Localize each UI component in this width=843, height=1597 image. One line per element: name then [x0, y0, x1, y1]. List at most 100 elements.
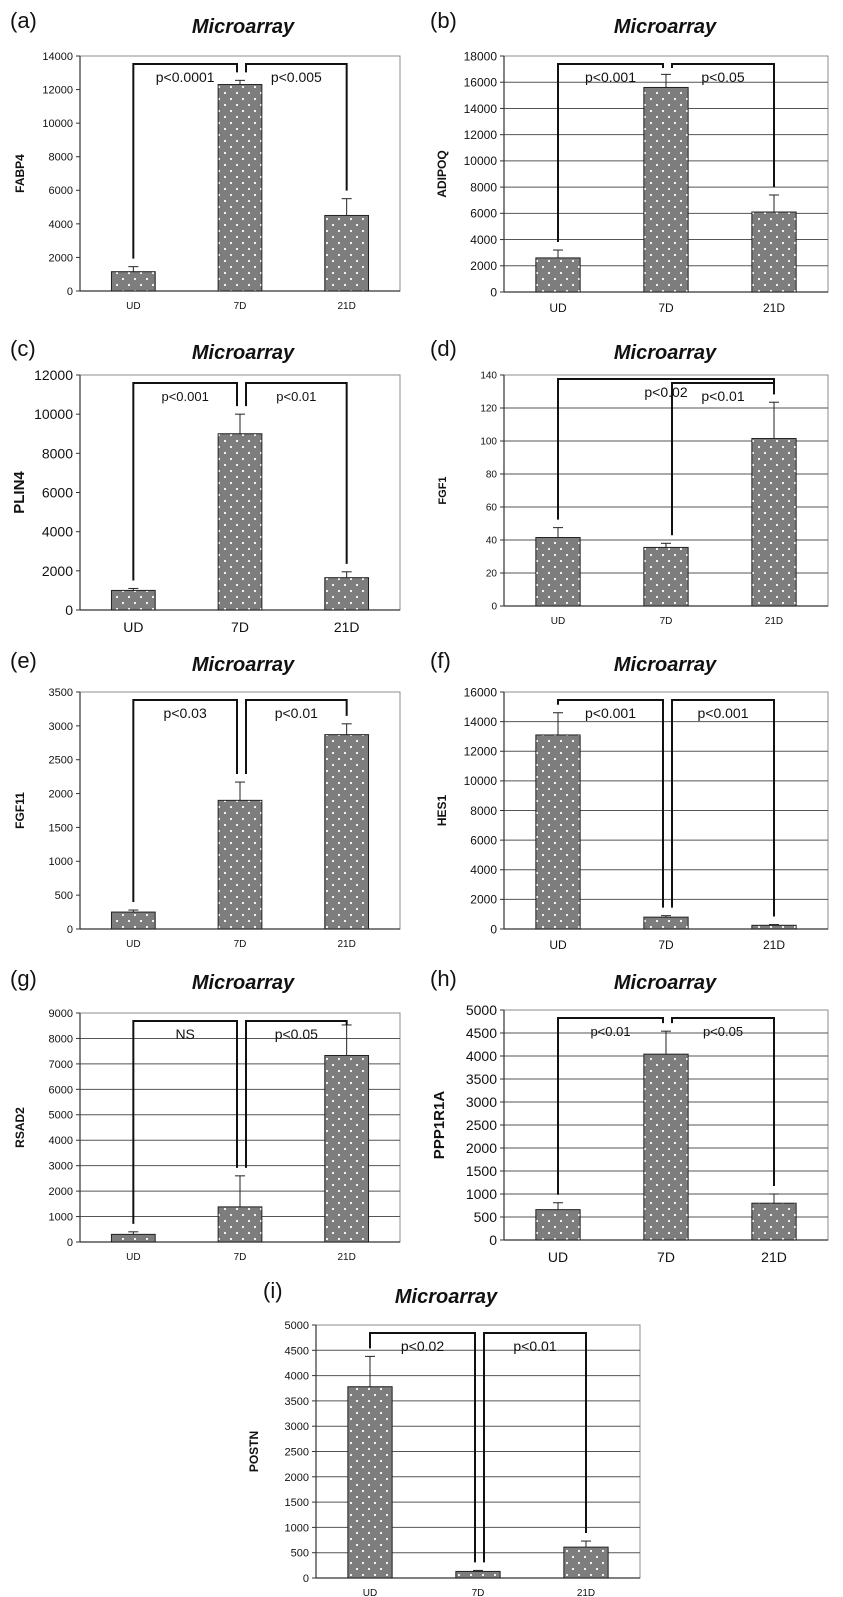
y-tick-label: 16000	[464, 76, 498, 90]
y-tick-label: 14000	[464, 102, 498, 116]
x-tick-label: 7D	[658, 301, 674, 315]
y-tick-label: 16000	[464, 685, 498, 699]
y-tick-label: 8000	[49, 1033, 73, 1045]
y-tick-label: 3000	[466, 1094, 497, 1110]
panel-label: (g)	[10, 966, 37, 991]
significance-label: p<0.01	[590, 1024, 630, 1039]
y-tick-label: 12000	[464, 745, 498, 759]
significance-bracket	[557, 63, 664, 243]
x-tick-label: UD	[126, 1252, 140, 1263]
significance-label: p<0.001	[585, 705, 636, 721]
bar-21D	[751, 924, 797, 930]
y-tick-label: 1000	[49, 1212, 73, 1224]
x-tick-label: 21D	[337, 1252, 355, 1263]
y-tick-label: 8000	[49, 152, 73, 164]
y-tick-label: 0	[490, 285, 497, 299]
chart-6: 0 1000 2000 3000 4000 5000 6000 7000 8000 9000 RSA…	[13, 1008, 401, 1263]
y-axis-label: PPP1R1A	[431, 1091, 448, 1160]
x-tick-label: 7D	[657, 1249, 675, 1265]
panel-title: Microarray	[613, 972, 717, 994]
y-tick-label: 1000	[49, 856, 73, 868]
significance-label: p<0.02	[644, 384, 687, 400]
y-tick-label: 18000	[464, 49, 498, 63]
bar-7D	[217, 1206, 263, 1243]
panel-title: Microarray	[613, 654, 717, 676]
y-tick-label: 4500	[466, 1025, 497, 1041]
panel-title: Microarray	[394, 1286, 498, 1308]
y-tick-label: 6000	[470, 207, 497, 221]
y-tick-label: 2000	[470, 893, 497, 907]
x-tick-label: UD	[126, 301, 140, 312]
bar-UD	[535, 734, 581, 930]
significance-bracket	[557, 1017, 664, 1195]
significance-label: p<0.03	[164, 705, 207, 721]
significance-label: p<0.005	[271, 69, 322, 85]
chart-4: 0 500 1000 1500 2000 2500 3000 3500 FGF11 UD 7D 21D…	[13, 687, 401, 950]
significance-bracket	[557, 699, 664, 908]
y-axis-label: ADIPOQ	[435, 150, 449, 197]
y-tick-label: 4500	[285, 1345, 309, 1357]
y-tick-label: 5000	[49, 1110, 73, 1122]
x-tick-label: 7D	[234, 939, 247, 950]
significance-label: p<0.01	[275, 705, 318, 721]
panel-label: (h)	[430, 966, 457, 991]
x-tick-label: 21D	[334, 619, 360, 635]
y-tick-label: 4000	[470, 863, 497, 877]
y-tick-label: 120	[480, 404, 497, 415]
y-tick-label: 1500	[466, 1163, 497, 1179]
bar-7D	[643, 86, 689, 293]
y-tick-label: 40	[486, 536, 498, 547]
y-tick-label: 500	[474, 1209, 498, 1225]
y-tick-label: 0	[491, 602, 497, 613]
bar-21D	[751, 211, 797, 293]
y-tick-label: 5000	[285, 1320, 309, 1332]
y-tick-label: 0	[489, 1232, 497, 1248]
x-tick-label: UD	[126, 939, 140, 950]
y-tick-label: 0	[67, 286, 73, 298]
y-tick-label: 0	[490, 922, 497, 936]
y-tick-label: 500	[291, 1548, 309, 1560]
significance-label: p<0.0001	[156, 69, 215, 85]
panel-title: Microarray	[191, 972, 295, 994]
y-tick-label: 6000	[470, 833, 497, 847]
significance-bracket	[671, 63, 775, 187]
bar-7D	[217, 433, 263, 611]
significance-label: p<0.001	[698, 705, 749, 721]
y-tick-label: 1500	[285, 1497, 309, 1509]
y-tick-label: 4000	[42, 524, 73, 540]
y-axis-label: PLIN4	[11, 471, 28, 514]
significance-bracket	[369, 1332, 476, 1563]
significance-bracket	[245, 63, 348, 191]
y-tick-label: 1000	[466, 1186, 497, 1202]
significance-bracket	[671, 1017, 775, 1186]
chart-1: 0 2000 4000 6000 8000 10000 12000 14000 16000 180…	[435, 49, 829, 315]
y-tick-label: 0	[303, 1573, 309, 1585]
significance-label: p<0.001	[161, 389, 208, 404]
x-tick-label: UD	[549, 301, 567, 315]
significance-label: NS	[175, 1026, 194, 1042]
panel-label: (f)	[430, 648, 451, 673]
bar-21D	[563, 1546, 609, 1579]
y-tick-label: 2000	[49, 789, 73, 801]
panel-label: (e)	[10, 648, 37, 673]
y-tick-label: 140	[480, 371, 497, 382]
y-tick-label: 3500	[466, 1071, 497, 1087]
significance-label: p<0.01	[701, 388, 744, 404]
significance-label: p<0.05	[703, 1024, 743, 1039]
significance-bracket	[245, 382, 348, 564]
y-tick-label: 2500	[466, 1117, 497, 1133]
x-tick-label: 7D	[234, 301, 247, 312]
significance-label: p<0.05	[275, 1026, 318, 1042]
y-tick-label: 500	[55, 890, 73, 902]
panel-title: Microarray	[191, 16, 295, 38]
bar-UD	[110, 589, 156, 611]
chart-5: 0 2000 4000 6000 8000 10000 12000 14000 16000 HES…	[435, 685, 829, 952]
bar-21D	[751, 438, 797, 607]
panel-title: Microarray	[191, 342, 295, 364]
y-tick-label: 6000	[49, 185, 73, 197]
bar-7D	[643, 546, 689, 607]
significance-label: p<0.001	[585, 69, 636, 85]
y-tick-label: 3500	[285, 1396, 309, 1408]
x-tick-label: 7D	[658, 938, 674, 952]
